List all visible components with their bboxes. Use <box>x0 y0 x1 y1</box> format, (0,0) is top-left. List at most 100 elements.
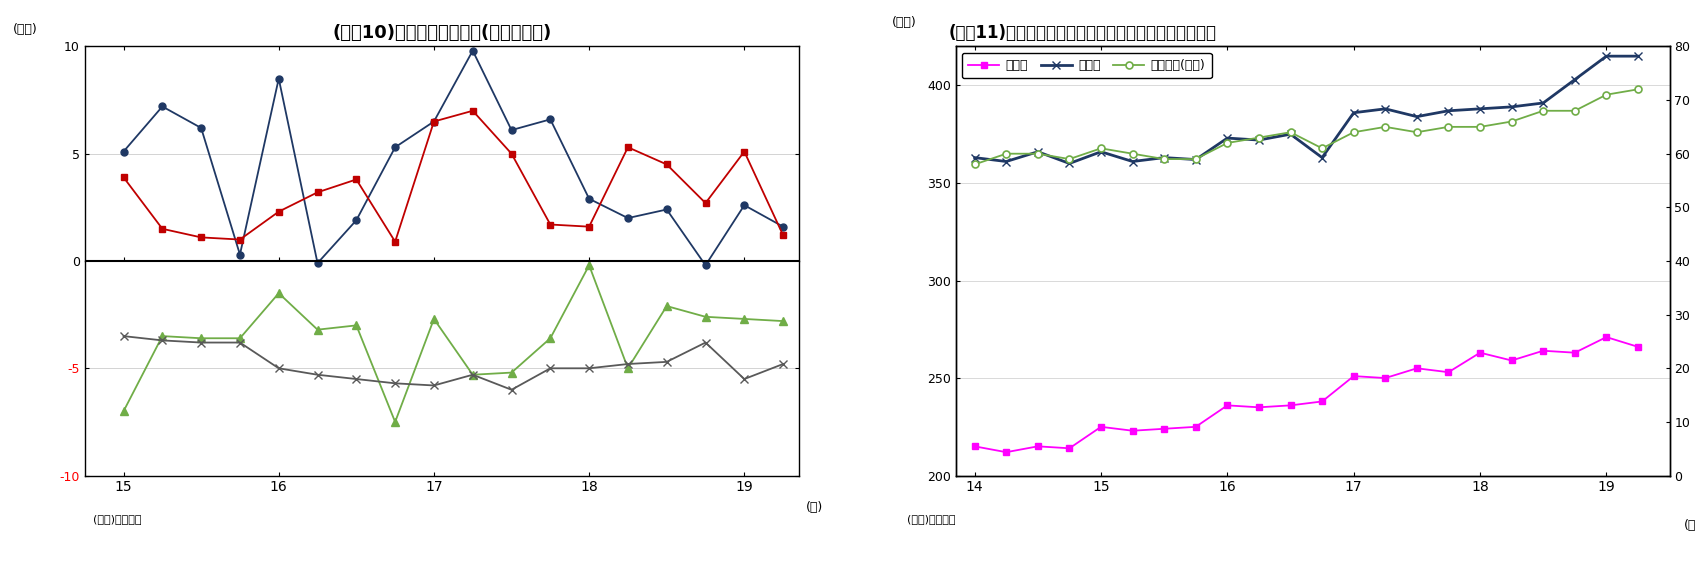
一般政府 <box>346 322 366 329</box>
民間非金融法人 <box>153 103 173 110</box>
債務証券(右軸) <box>1312 145 1332 152</box>
家計 <box>463 107 483 114</box>
家計 <box>773 232 793 239</box>
現頓金 <box>997 449 1017 456</box>
借入金 <box>1597 53 1617 60</box>
海外 <box>773 361 793 368</box>
民間非金融法人 <box>463 47 483 54</box>
海外 <box>502 386 522 393</box>
民間非金融法人 <box>580 195 600 202</box>
海外 <box>580 365 600 372</box>
一般政府 <box>580 262 600 269</box>
Line: 家計: 家計 <box>120 107 786 245</box>
民間非金融法人 <box>541 116 561 123</box>
借入金 <box>964 154 985 161</box>
借入金 <box>1627 53 1648 60</box>
現頓金 <box>964 443 985 450</box>
一般政府 <box>268 290 288 297</box>
一般政府 <box>231 335 251 342</box>
一般政府 <box>307 326 327 333</box>
債務証券(右軸) <box>997 150 1017 157</box>
現頓金 <box>1532 347 1553 354</box>
家計 <box>424 118 444 125</box>
現頓金 <box>1185 423 1205 430</box>
Text: (年): (年) <box>805 501 824 514</box>
Text: (兆円): (兆円) <box>892 16 917 29</box>
現頓金 <box>1597 334 1617 340</box>
一般政府 <box>773 318 793 325</box>
民間非金融法人 <box>307 260 327 267</box>
借入金 <box>1185 156 1205 163</box>
一般政府 <box>580 262 600 269</box>
家計 <box>695 200 715 206</box>
借入金 <box>1280 130 1300 137</box>
Text: (図蚈11)民間非金融法人の現頓金・借入・債務証券残高: (図蚈11)民間非金融法人の現頓金・借入・債務証券残高 <box>949 24 1217 42</box>
家計 <box>385 238 405 245</box>
民間非金融法人 <box>307 260 327 267</box>
民間非金融法人 <box>346 217 366 224</box>
民間非金融法人 <box>385 144 405 151</box>
民間非金融法人 <box>656 206 676 213</box>
家計 <box>231 236 251 243</box>
一般政府 <box>153 332 173 339</box>
債務証券(右軸) <box>1407 129 1427 136</box>
家計 <box>502 150 522 157</box>
借入金 <box>1564 76 1585 83</box>
海外 <box>656 358 676 365</box>
借入金 <box>1059 160 1080 167</box>
一般政府 <box>114 408 134 415</box>
債務証券(右軸) <box>1280 129 1300 136</box>
民間非金融法人 <box>268 75 288 82</box>
民間非金融法人 <box>346 217 366 224</box>
借入金 <box>1502 103 1522 110</box>
家計 <box>231 236 251 243</box>
現頓金 <box>1564 349 1585 356</box>
家計 <box>114 174 134 181</box>
一般政府 <box>695 313 715 320</box>
債務証券(右軸) <box>1154 155 1175 162</box>
海外 <box>502 386 522 393</box>
債務証券(右軸) <box>1185 155 1205 162</box>
Text: (兆円): (兆円) <box>14 23 37 35</box>
民間非金融法人 <box>734 202 754 209</box>
家計 <box>541 221 561 228</box>
現頓金 <box>1027 443 1048 450</box>
現頓金 <box>1154 425 1175 432</box>
民間非金融法人 <box>231 251 251 258</box>
家計 <box>307 189 327 196</box>
一般政府 <box>346 322 366 329</box>
海外 <box>346 376 366 383</box>
家計 <box>541 221 561 228</box>
債務証券(右軸) <box>1502 118 1522 125</box>
一般政府 <box>385 419 405 426</box>
債務証券(右軸) <box>964 161 985 168</box>
海外 <box>346 376 366 383</box>
民間非金融法人 <box>541 116 561 123</box>
家計 <box>153 225 173 232</box>
Line: 民間非金融法人: 民間非金融法人 <box>120 47 786 269</box>
民間非金融法人 <box>231 251 251 258</box>
海外 <box>541 365 561 372</box>
一般政府 <box>734 316 754 322</box>
海外 <box>114 332 134 339</box>
海外 <box>192 339 212 346</box>
Line: 海外: 海外 <box>119 332 786 394</box>
借入金 <box>1249 136 1270 143</box>
債務証券(右軸) <box>1344 129 1364 136</box>
民間非金融法人 <box>773 223 793 230</box>
民間非金融法人 <box>502 126 522 133</box>
海外 <box>463 371 483 378</box>
民間非金融法人 <box>424 118 444 125</box>
債務証券(右軸) <box>1439 124 1459 130</box>
現頓金 <box>1280 402 1300 409</box>
海外 <box>541 365 561 372</box>
Line: 海外: 海外 <box>119 332 786 394</box>
民間非金融法人 <box>734 202 754 209</box>
海外 <box>734 376 754 383</box>
現頓金 <box>1217 402 1237 409</box>
借入金 <box>1122 158 1142 165</box>
一般政府 <box>617 365 637 372</box>
借入金 <box>1344 109 1364 116</box>
家計 <box>734 148 754 155</box>
家計 <box>773 232 793 239</box>
